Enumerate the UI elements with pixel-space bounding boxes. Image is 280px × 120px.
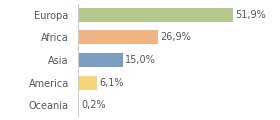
Text: 26,9%: 26,9% bbox=[161, 32, 192, 42]
Bar bbox=[78, 53, 123, 67]
Bar bbox=[78, 30, 158, 44]
Text: 0,2%: 0,2% bbox=[81, 100, 106, 110]
Text: 6,1%: 6,1% bbox=[99, 78, 123, 88]
Bar bbox=[78, 76, 97, 90]
Text: 51,9%: 51,9% bbox=[235, 10, 266, 20]
Bar bbox=[78, 8, 233, 22]
Text: 15,0%: 15,0% bbox=[125, 55, 156, 65]
Bar bbox=[78, 98, 79, 112]
